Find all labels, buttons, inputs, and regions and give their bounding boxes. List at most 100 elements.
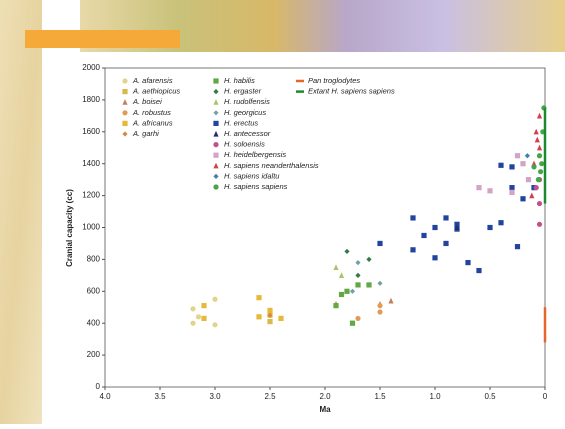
- data-point: [538, 169, 544, 175]
- y-tick-label: 1600: [82, 127, 100, 136]
- y-tick-label: 600: [87, 286, 101, 295]
- data-point: [539, 161, 545, 167]
- x-tick-label: 2.5: [264, 392, 276, 401]
- legend-swatch: [213, 99, 219, 105]
- x-tick-label: 0: [543, 392, 548, 401]
- data-point: [333, 264, 339, 270]
- y-axis-label: Cranial capacity (cc): [65, 189, 74, 267]
- legend-swatch: [122, 131, 128, 137]
- y-tick-label: 200: [87, 350, 101, 359]
- legend-label: H. soloensis: [224, 140, 265, 149]
- data-point: [443, 240, 449, 247]
- data-point: [388, 297, 394, 304]
- legend-swatch: [122, 110, 128, 116]
- legend-label: Pan troglodytes: [308, 76, 360, 85]
- data-point: [531, 164, 537, 170]
- data-point: [267, 312, 273, 318]
- legend-label: H. georgicus: [224, 108, 266, 117]
- legend-swatch: [122, 99, 128, 105]
- data-point: [278, 315, 284, 322]
- data-point: [536, 221, 543, 227]
- data-point: [333, 303, 339, 309]
- chart-panel: [55, 55, 565, 424]
- x-tick-label: 1.5: [374, 392, 386, 401]
- data-point: [535, 177, 542, 183]
- legend-swatch: [213, 89, 219, 95]
- y-tick-label: 0: [96, 382, 101, 391]
- data-point: [355, 282, 361, 288]
- data-point: [536, 153, 543, 159]
- y-tick-label: 1000: [82, 223, 100, 232]
- x-axis-label: Ma: [319, 405, 331, 414]
- data-point: [344, 288, 350, 294]
- y-tick-label: 1200: [82, 191, 100, 200]
- x-tick-label: 1.0: [429, 392, 441, 401]
- data-point: [190, 306, 196, 312]
- data-point: [498, 162, 504, 168]
- data-point: [267, 307, 273, 314]
- data-point: [525, 177, 532, 183]
- data-point: [529, 192, 535, 199]
- data-point: [366, 256, 372, 262]
- x-tick-label: 2.0: [319, 392, 331, 401]
- y-tick-label: 1800: [82, 95, 100, 104]
- y-tick-label: 400: [87, 318, 101, 327]
- data-point: [212, 296, 218, 302]
- parchment-strip: [0, 0, 42, 424]
- data-point: [377, 303, 383, 309]
- data-point: [256, 295, 262, 301]
- legend-swatch: [213, 184, 219, 190]
- x-tick-label: 0.5: [484, 392, 496, 401]
- legend-label: H. heidelbergensis: [224, 150, 286, 159]
- legend-swatch: [213, 142, 219, 148]
- y-tick-label: 1400: [82, 159, 100, 168]
- accent-bar: [25, 30, 180, 48]
- data-point: [536, 112, 543, 119]
- data-point: [267, 319, 273, 325]
- data-point: [355, 272, 361, 278]
- legend-swatch: [213, 120, 219, 126]
- legend-label: A. aethiopicus: [132, 87, 180, 96]
- legend-label: H. antecessor: [224, 129, 271, 138]
- data-point: [487, 188, 493, 194]
- legend-label: A. africanus: [132, 118, 173, 127]
- data-point: [349, 288, 356, 294]
- x-tick-label: 3.0: [209, 392, 221, 401]
- legend-swatch: [213, 78, 219, 84]
- x-tick-label: 3.5: [154, 392, 166, 401]
- data-point: [487, 224, 493, 231]
- legend-swatch: [213, 130, 219, 137]
- chart: Cranial capacity (cc) Ma: [65, 189, 331, 414]
- data-point: [536, 144, 543, 151]
- legend-label: Extant H. sapiens sapiens: [308, 87, 395, 96]
- data-point: [534, 136, 540, 143]
- data-point: [410, 247, 416, 253]
- data-point: [514, 153, 521, 159]
- data-point: [476, 185, 482, 191]
- data-point: [520, 196, 526, 202]
- data-point: [212, 322, 218, 328]
- legend-label: H. sapiens idaltu: [224, 171, 280, 180]
- data-point: [338, 291, 345, 298]
- data-point: [524, 153, 530, 159]
- legend-swatch: [122, 89, 128, 95]
- legend-label: A. boisei: [132, 97, 162, 106]
- legend-label: A. robustus: [132, 108, 171, 117]
- data-point: [498, 220, 504, 226]
- legend-label: A. garhi: [132, 129, 159, 138]
- data-point: [355, 315, 361, 322]
- legend-swatch: [122, 78, 128, 84]
- data-point: [410, 215, 416, 221]
- data-point: [476, 267, 482, 274]
- legend-swatch: [213, 173, 219, 179]
- data-point: [195, 314, 202, 320]
- legend-label: H. habilis: [224, 76, 255, 85]
- data-point: [509, 189, 515, 196]
- data-point: [338, 272, 345, 278]
- data-point: [520, 161, 526, 167]
- data-point: [533, 185, 539, 191]
- data-point: [509, 164, 515, 170]
- data-point: [509, 185, 515, 191]
- legend-swatch: [213, 162, 219, 169]
